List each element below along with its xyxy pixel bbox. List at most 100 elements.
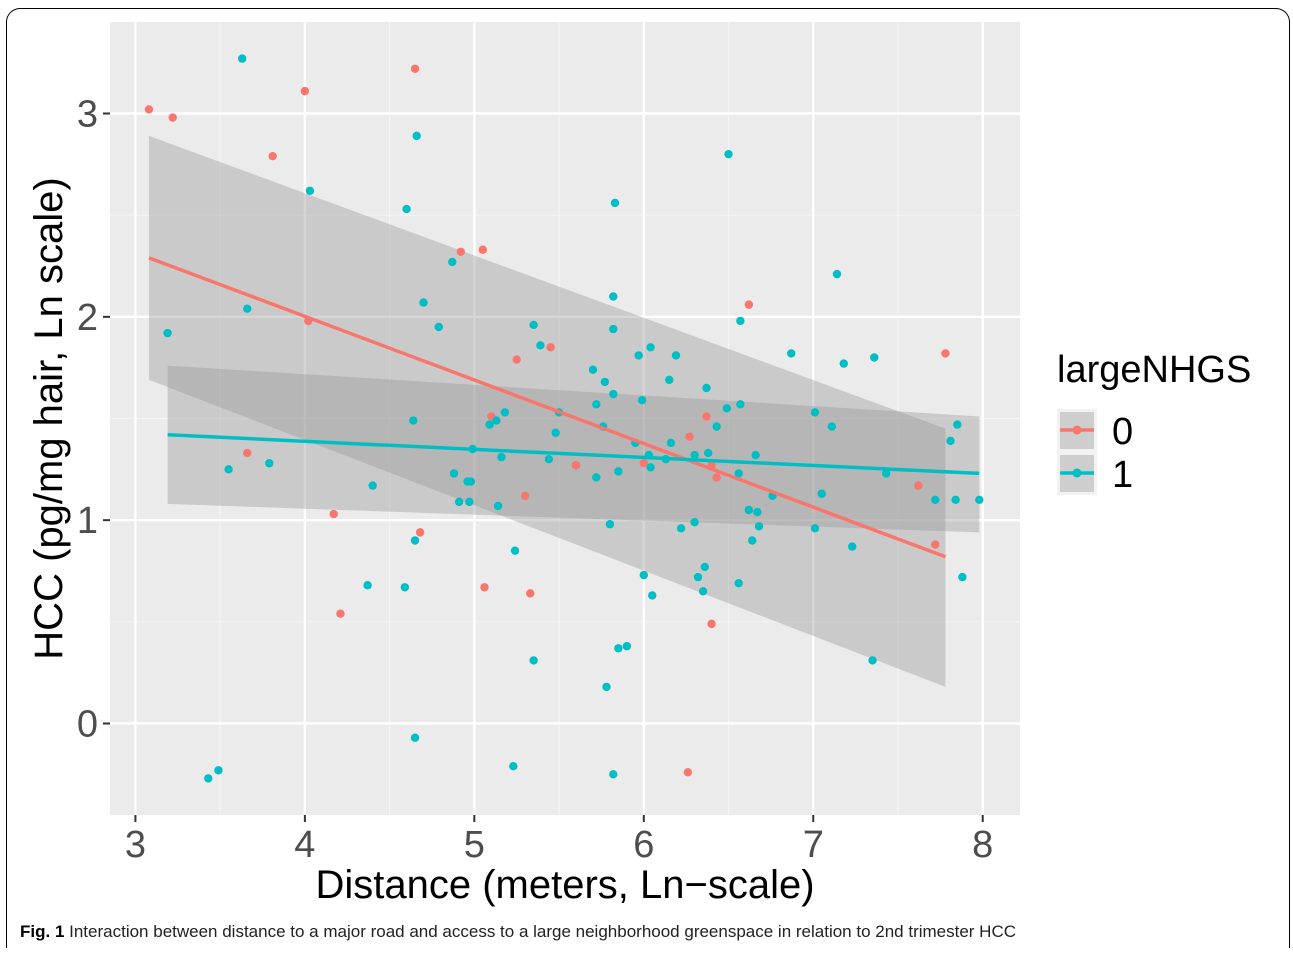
x-tick-label: 7 [803, 824, 824, 866]
data-point-series-0 [639, 459, 648, 468]
data-point-series-0 [300, 86, 310, 96]
data-point-series-0 [941, 349, 950, 358]
data-point-series-1 [500, 408, 510, 417]
data-point-series-0 [571, 461, 581, 470]
data-point-series-1 [614, 467, 623, 476]
data-point-series-1 [485, 420, 494, 429]
data-point-series-0 [336, 609, 345, 618]
data-point-series-1 [931, 495, 940, 505]
data-point-series-1 [412, 131, 421, 141]
data-point-series-0 [744, 300, 754, 309]
data-point-series-1 [734, 469, 743, 478]
data-point-series-0 [685, 432, 694, 441]
data-point-series-1 [602, 682, 611, 692]
data-point-series-1 [690, 518, 699, 527]
x-tick-label: 3 [125, 824, 146, 866]
data-point-series-1 [214, 766, 223, 775]
data-point-series-1 [434, 322, 443, 332]
y-axis-label: HCC (pg/mg hair, Ln scale) [27, 177, 71, 659]
trend-line-0 [148, 256, 947, 559]
confidence-band-1 [167, 365, 980, 533]
y-tick-label: 2 [77, 297, 98, 339]
data-point-series-1 [634, 351, 643, 360]
y-tick-label: 3 [77, 94, 98, 136]
data-point-series-1 [751, 450, 760, 460]
data-point-series-1 [305, 186, 315, 195]
data-point-series-1 [465, 497, 474, 507]
data-point-series-1 [363, 581, 372, 590]
data-point-series-1 [614, 644, 623, 653]
x-tick-label: 4 [294, 824, 315, 866]
data-point-series-1 [448, 257, 457, 267]
axes: 3 4 5 6 7 8 0 1 2 3 [77, 94, 993, 867]
data-point-series-0 [410, 64, 420, 73]
confidence-band-0 [148, 135, 946, 687]
data-point-series-1 [509, 762, 518, 771]
data-point-series-1 [734, 579, 743, 588]
caption-label: Fig. 1 [20, 922, 65, 941]
data-point-series-0 [512, 355, 521, 364]
data-point-series-0 [480, 583, 489, 592]
data-point-series-1 [646, 343, 655, 352]
data-point-series-1 [810, 524, 820, 533]
data-point-series-1 [748, 536, 757, 545]
figure-frame [6, 8, 1290, 948]
trend-lines [148, 256, 980, 559]
data-point-series-1 [703, 448, 713, 458]
caption-text: Interaction between distance to a major … [64, 922, 1017, 941]
data-point-series-1 [754, 522, 764, 531]
data-point-series-1 [693, 572, 703, 582]
data-point-series-1 [609, 770, 618, 779]
data-point-series-1 [736, 400, 745, 409]
data-point-series-1 [648, 591, 657, 600]
data-point-series-0 [707, 619, 716, 629]
data-point-series-1 [958, 572, 967, 582]
data-point-series-0 [329, 509, 338, 519]
data-point-series-1 [609, 292, 618, 301]
data-point-series-1 [666, 438, 676, 448]
data-point-series-1 [810, 408, 820, 417]
data-point-series-1 [454, 497, 464, 507]
data-point-series-0 [144, 105, 154, 114]
data-point-series-1 [592, 400, 601, 409]
data-point-series-1 [243, 304, 252, 313]
data-point-series-0 [478, 245, 488, 254]
data-point-series-1 [419, 298, 428, 307]
data-point-series-0 [268, 152, 277, 161]
data-point-series-0 [712, 473, 721, 482]
data-point-series-0 [526, 589, 535, 598]
data-point-series-1 [265, 459, 274, 468]
x-tick-label: 6 [633, 824, 654, 866]
data-point-series-1 [690, 450, 699, 460]
data-point-series-1 [702, 383, 711, 393]
data-point-series-1 [676, 524, 686, 533]
data-point-series-1 [946, 436, 955, 446]
data-point-series-1 [868, 656, 877, 665]
data-point-series-1 [237, 54, 247, 63]
data-point-series-1 [722, 404, 732, 413]
data-point-series-1 [637, 396, 647, 405]
legend-label-1: 1 [1112, 454, 1133, 496]
data-point-series-0 [683, 768, 693, 777]
data-point-series-1 [671, 351, 681, 360]
data-point-series-1 [610, 198, 620, 208]
data-point-series-1 [736, 316, 745, 326]
data-point-series-1 [510, 546, 520, 555]
data-point-series-1 [410, 733, 420, 742]
figure-caption: Fig. 1 Interaction between distance to a… [20, 922, 1016, 942]
data-point-series-1 [975, 495, 984, 505]
x-axis-label: Distance (meters, Ln−scale) [315, 863, 814, 907]
data-point-series-1 [753, 507, 762, 517]
data-point-series-1 [605, 520, 615, 529]
data-point-series-1 [744, 505, 754, 515]
data-point-series-1 [870, 353, 879, 362]
data-point-series-0 [546, 343, 555, 352]
x-tick-label: 5 [464, 824, 485, 866]
data-point-series-1 [493, 501, 503, 511]
data-point-series-1 [449, 469, 459, 478]
data-point-series-1 [622, 642, 632, 651]
data-point-series-1 [204, 774, 213, 783]
data-point-series-1 [787, 349, 796, 358]
data-point-series-1 [951, 495, 960, 505]
data-point-series-1 [410, 536, 420, 545]
